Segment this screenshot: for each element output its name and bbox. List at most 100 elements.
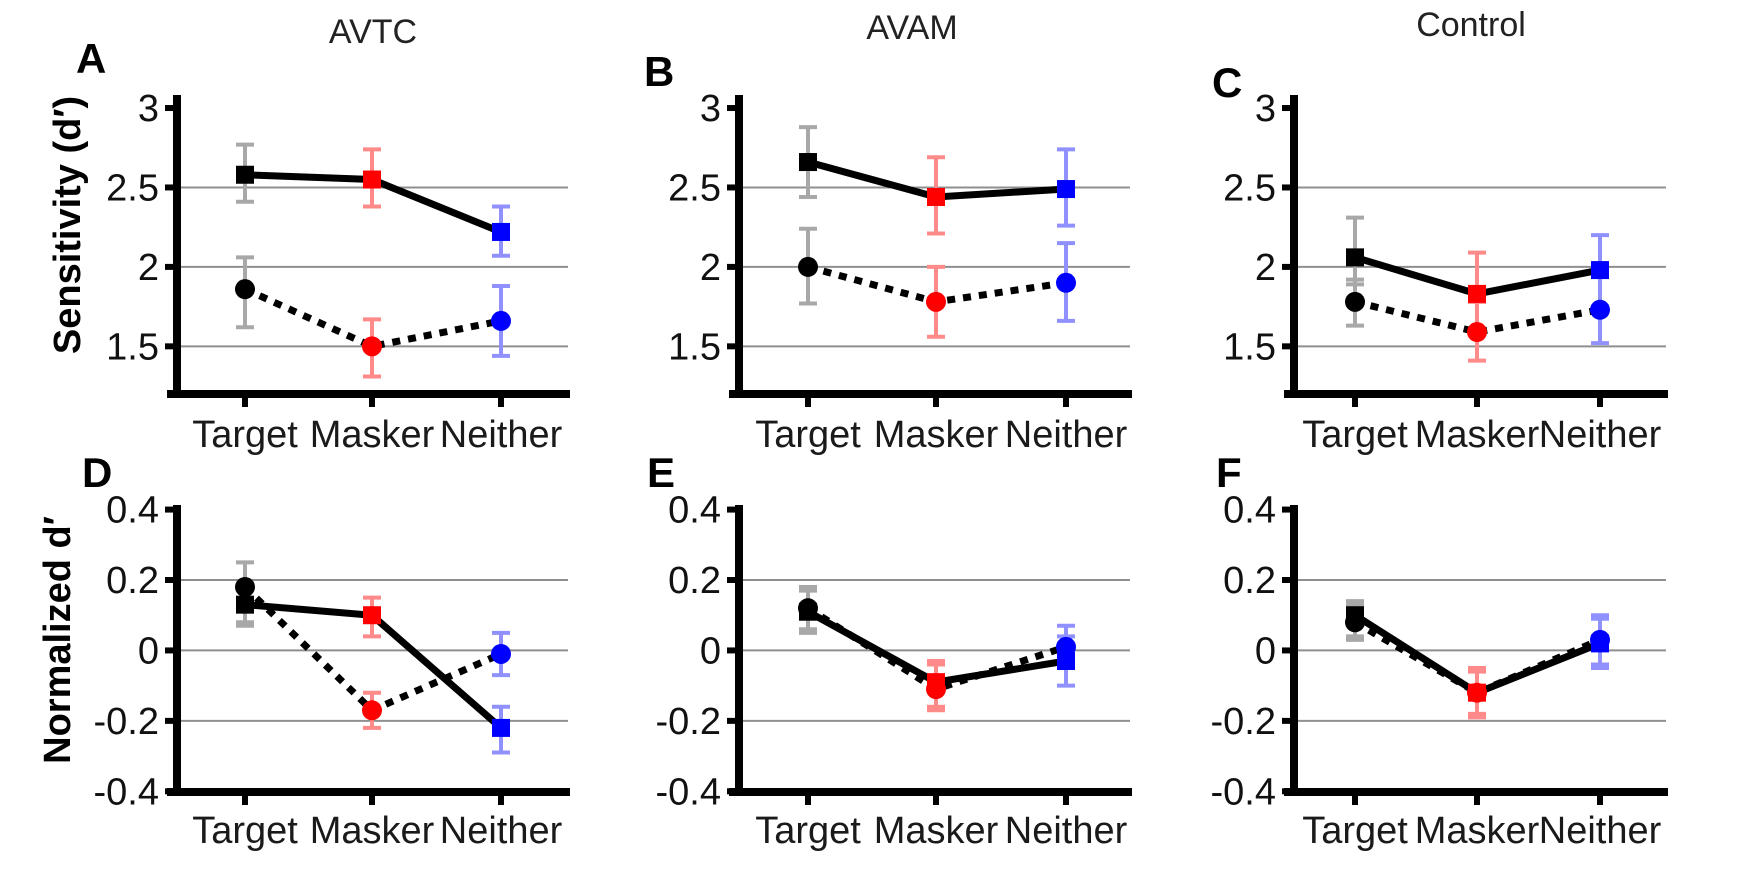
y-tick-mark: [165, 717, 175, 724]
marker-square-neither: [1591, 261, 1609, 280]
y-tick-label: 2: [138, 247, 159, 289]
marker-circle-target: [235, 279, 255, 300]
x-tick-mark: [369, 398, 375, 407]
y-axis-line: [1290, 95, 1298, 398]
column-title-avam: AVAM: [866, 9, 957, 47]
marker-circle-masker: [362, 700, 382, 721]
panel-D: 0.4 0.2 0 -0.2 -0.4 Target Masker Neither DNorma…: [37, 449, 570, 852]
marker-circle-target: [235, 577, 255, 598]
y-tick-mark: [165, 263, 175, 270]
x-tick-mark: [933, 398, 939, 407]
column-title-avtc: AVTC: [329, 13, 417, 51]
y-axis-title: Sensitivity (d′): [47, 96, 89, 354]
x-tick-mark: [498, 796, 504, 805]
y-tick-mark: [1282, 343, 1292, 350]
marker-circle-neither: [1590, 629, 1610, 650]
y-tick-mark: [727, 577, 737, 584]
y-tick-mark: [727, 788, 737, 795]
marker-circle-target: [1345, 291, 1365, 312]
panel-C: 3 2.5 2 1.5 Target Masker Neither C Control: [1212, 6, 1668, 456]
x-axis-line: [729, 390, 1132, 398]
y-tick-mark: [1282, 263, 1292, 270]
x-tick-label-neither: Neither: [1005, 810, 1128, 852]
x-tick-label-neither: Neither: [440, 810, 563, 852]
marker-square-neither: [1057, 180, 1075, 199]
y-axis-line: [173, 95, 181, 398]
y-tick-mark: [727, 506, 737, 513]
y-axis-line: [173, 505, 181, 796]
x-tick-label-masker: Masker: [1415, 810, 1540, 852]
y-tick-label: 3: [1255, 88, 1276, 130]
x-axis-line: [167, 788, 570, 796]
x-tick-mark: [498, 398, 504, 407]
x-tick-label-masker: Masker: [310, 810, 435, 852]
x-tick-label-target: Target: [755, 810, 861, 852]
y-tick-mark: [727, 717, 737, 724]
marker-square-masker: [363, 170, 381, 189]
x-tick-label-masker: Masker: [1415, 414, 1540, 456]
x-tick-mark: [242, 796, 248, 805]
y-tick-label: 0.2: [668, 560, 721, 602]
y-tick-label: 2.5: [106, 167, 159, 209]
y-tick-mark: [165, 647, 175, 654]
y-tick-label: -0.4: [94, 771, 159, 813]
x-tick-label-masker: Masker: [874, 810, 999, 852]
x-tick-mark: [1352, 398, 1358, 407]
y-tick-label: 3: [700, 88, 721, 130]
marker-circle-masker: [362, 336, 382, 357]
x-tick-mark: [1063, 398, 1069, 407]
panel-F: 0.4 0.2 0 -0.2 -0.4 Target Masker Neither F: [1211, 449, 1668, 852]
marker-circle-masker: [926, 291, 946, 312]
y-tick-label: 2.5: [1223, 167, 1276, 209]
series-line-dashed-circles: [1353, 619, 1602, 697]
marker-square-target: [236, 595, 254, 614]
marker-square-masker: [363, 606, 381, 625]
y-tick-label: -0.2: [1211, 701, 1276, 743]
panel-B: 3 2.5 2 1.5 Target Masker Neither B AVAM: [644, 9, 1132, 456]
y-tick-label: 0.4: [1223, 490, 1276, 532]
marker-square-target: [1346, 248, 1364, 267]
panel-letter-e: E: [647, 449, 675, 496]
marker-circle-target: [798, 256, 818, 277]
marker-square-neither: [492, 222, 510, 241]
x-tick-mark: [1474, 796, 1480, 805]
marker-circle-target: [1345, 612, 1365, 633]
x-tick-mark: [1597, 796, 1603, 805]
y-tick-label: 2.5: [668, 167, 721, 209]
y-tick-mark: [165, 577, 175, 584]
y-tick-mark: [1282, 506, 1292, 513]
y-tick-label: 2: [700, 247, 721, 289]
y-tick-mark: [165, 105, 175, 112]
y-tick-label: 0.2: [1223, 560, 1276, 602]
panel-A: 3 2.5 2 1.5 Target Masker Neither A AVTC Sensitiv…: [47, 13, 570, 456]
x-tick-label-target: Target: [1302, 810, 1408, 852]
marker-circle-neither: [491, 643, 511, 664]
x-tick-label-target: Target: [192, 414, 298, 456]
x-axis-line: [167, 390, 570, 398]
panel-E: 0.4 0.2 0 -0.2 -0.4 Target Masker Neither E: [647, 449, 1132, 852]
y-tick-mark: [165, 343, 175, 350]
y-tick-mark: [727, 647, 737, 654]
x-tick-label-neither: Neither: [1539, 810, 1662, 852]
marker-circle-masker: [1467, 682, 1487, 703]
x-tick-label-neither: Neither: [440, 414, 563, 456]
y-tick-mark: [1282, 184, 1292, 191]
panel-letter-c: C: [1212, 59, 1242, 106]
x-axis-line: [729, 788, 1132, 796]
panel-letter-a: A: [76, 35, 106, 82]
y-tick-label: 0: [138, 630, 159, 672]
marker-square-target: [799, 153, 817, 172]
panel-letter-b: B: [644, 48, 674, 95]
y-tick-label: 1.5: [106, 326, 159, 368]
y-axis-line: [1290, 505, 1298, 796]
x-tick-mark: [1063, 796, 1069, 805]
y-tick-label: -0.4: [656, 771, 721, 813]
y-tick-label: -0.2: [656, 701, 721, 743]
series-line-dashed-circles: [1354, 298, 1601, 336]
y-axis-line: [735, 95, 743, 398]
y-tick-label: 3: [138, 88, 159, 130]
series-line-dashed-circles: [243, 285, 502, 350]
y-tick-label: -0.2: [94, 701, 159, 743]
